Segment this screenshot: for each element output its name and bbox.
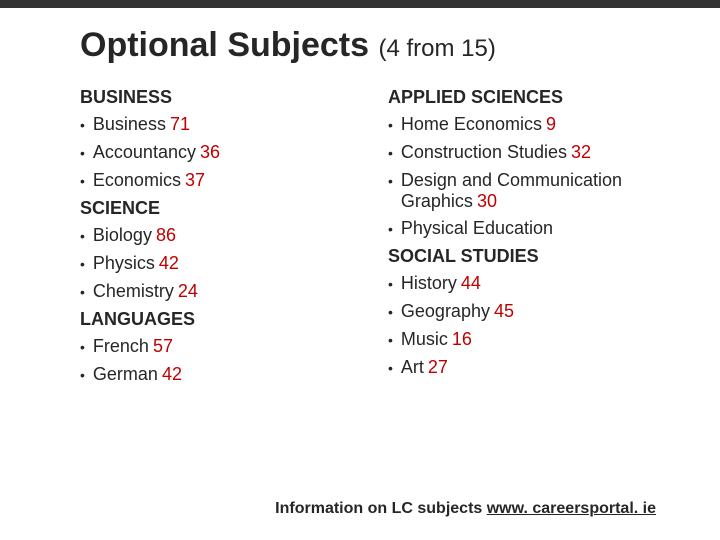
item-label: Physics: [93, 253, 155, 274]
item-number: 30: [477, 191, 497, 211]
list-item: • Accountancy36: [80, 142, 348, 164]
list-item: • Design and Communication Graphics30: [388, 170, 656, 212]
bullet-icon: •: [80, 336, 85, 358]
category-science: SCIENCE: [80, 198, 348, 219]
bullet-icon: •: [388, 218, 393, 240]
page-title: Optional Subjects (4 from 15): [80, 26, 656, 65]
item-label: Economics: [93, 170, 181, 191]
list-item: • Construction Studies32: [388, 142, 656, 164]
list-item: • Art27: [388, 357, 656, 379]
item-number: 42: [159, 253, 179, 274]
slide-content: Optional Subjects (4 from 15) BUSINESS •…: [0, 8, 720, 392]
top-accent-bar: [0, 0, 720, 8]
item-label: History: [401, 273, 457, 294]
item-number: 57: [153, 336, 173, 357]
item-number: 32: [571, 142, 591, 163]
list-item: • Music16: [388, 329, 656, 351]
item-number: 44: [461, 273, 481, 294]
bullet-icon: •: [80, 142, 85, 164]
item-number: 24: [178, 281, 198, 302]
bullet-icon: •: [80, 114, 85, 136]
item-number: 36: [200, 142, 220, 163]
bullet-icon: •: [80, 253, 85, 275]
item-label: Music: [401, 329, 448, 350]
right-column: APPLIED SCIENCES • Home Economics9 • Const…: [388, 87, 656, 392]
item-label: German: [93, 364, 158, 385]
list-item: • Biology86: [80, 225, 348, 247]
bullet-icon: •: [388, 329, 393, 351]
list-item: • Physics42: [80, 253, 348, 275]
list-item: • History44: [388, 273, 656, 295]
item-label: Home Economics: [401, 114, 542, 135]
footer-note: Information on LC subjects www. careersp…: [275, 500, 656, 518]
category-languages: LANGUAGES: [80, 309, 348, 330]
category-social-studies: SOCIAL STUDIES: [388, 246, 656, 267]
list-item: • Chemistry24: [80, 281, 348, 303]
bullet-icon: •: [80, 170, 85, 192]
bullet-icon: •: [388, 273, 393, 295]
bullet-icon: •: [388, 301, 393, 323]
item-number: 42: [162, 364, 182, 385]
list-item: • German42: [80, 364, 348, 386]
item-label: Biology: [93, 225, 152, 246]
item-label: Business: [93, 114, 166, 135]
item-label: Physical Education: [401, 218, 553, 239]
left-column: BUSINESS • Business71 • Accountancy36 • Eco…: [80, 87, 348, 392]
list-item: • French57: [80, 336, 348, 358]
bullet-icon: •: [80, 281, 85, 303]
item-number: 45: [494, 301, 514, 322]
item-number: 27: [428, 357, 448, 378]
bullet-icon: •: [388, 170, 393, 192]
list-item: • Geography45: [388, 301, 656, 323]
item-label: French: [93, 336, 149, 357]
item-number: 86: [156, 225, 176, 246]
item-number: 71: [170, 114, 190, 135]
bullet-icon: •: [388, 142, 393, 164]
item-label: Geography: [401, 301, 490, 322]
item-label: Art: [401, 357, 424, 378]
item-number: 37: [185, 170, 205, 191]
item-label: Construction Studies: [401, 142, 567, 163]
columns-wrapper: BUSINESS • Business71 • Accountancy36 • Eco…: [80, 87, 656, 392]
list-item: • Economics37: [80, 170, 348, 192]
title-suffix: (4 from 15): [379, 35, 496, 62]
item-number: 9: [546, 114, 556, 135]
bullet-icon: •: [80, 364, 85, 386]
category-business: BUSINESS: [80, 87, 348, 108]
footer-prefix: Information on LC subjects: [275, 500, 487, 517]
category-applied-sciences: APPLIED SCIENCES: [388, 87, 656, 108]
item-label: Chemistry: [93, 281, 174, 302]
bullet-icon: •: [388, 114, 393, 136]
bullet-icon: •: [388, 357, 393, 379]
footer-link[interactable]: www. careersportal. ie: [487, 500, 656, 517]
bullet-icon: •: [80, 225, 85, 247]
title-main: Optional Subjects: [80, 26, 369, 64]
item-label: Design and Communication Graphics: [401, 170, 622, 211]
item-number: 16: [452, 329, 472, 350]
list-item: • Business71: [80, 114, 348, 136]
list-item: • Home Economics9: [388, 114, 656, 136]
list-item: • Physical Education: [388, 218, 656, 240]
item-label: Accountancy: [93, 142, 196, 163]
